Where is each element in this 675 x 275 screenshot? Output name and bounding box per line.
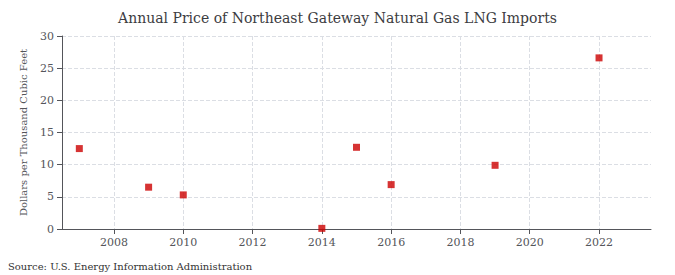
svg-text:2012: 2012: [239, 236, 267, 249]
svg-text:20: 20: [40, 94, 54, 107]
svg-text:2010: 2010: [169, 236, 197, 249]
svg-text:2016: 2016: [377, 236, 405, 249]
svg-text:2008: 2008: [100, 236, 128, 249]
svg-text:2020: 2020: [516, 236, 544, 249]
svg-text:5: 5: [47, 190, 54, 203]
svg-text:Annual Price of Northeast Gate: Annual Price of Northeast Gateway Natura…: [117, 10, 557, 26]
svg-text:2022: 2022: [585, 236, 613, 249]
svg-text:15: 15: [40, 126, 54, 139]
svg-text:30: 30: [40, 30, 54, 43]
svg-text:2014: 2014: [308, 236, 336, 249]
svg-text:10: 10: [40, 158, 54, 171]
svg-text:0: 0: [47, 223, 54, 236]
svg-text:2018: 2018: [446, 236, 474, 249]
svg-text:Dollars per Thousand Cubic Fee: Dollars per Thousand Cubic Feet: [18, 49, 29, 216]
svg-text:25: 25: [40, 62, 54, 75]
svg-text:Source: U.S. Energy Informatio: Source: U.S. Energy Information Administ…: [8, 261, 253, 272]
